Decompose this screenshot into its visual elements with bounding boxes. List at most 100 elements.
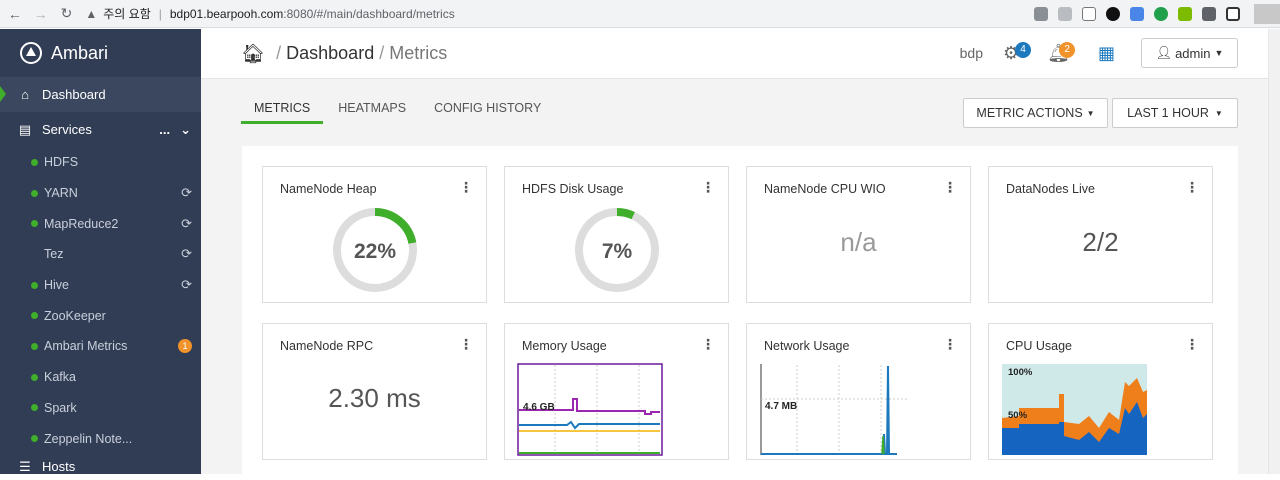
- widget-cpu-usage[interactable]: CPU Usage ⋮ 100% 50%: [988, 323, 1213, 460]
- widget-title: NameNode CPU WIO: [764, 182, 886, 196]
- gauge-value: 22%: [354, 240, 396, 263]
- widget-title: NameNode RPC: [280, 339, 374, 353]
- reload-icon[interactable]: ↻: [60, 5, 73, 21]
- series-line: [881, 435, 885, 455]
- service-name: YARN: [44, 186, 78, 201]
- tab-config-history[interactable]: CONFIG HISTORY: [434, 101, 542, 115]
- status-dot-icon: [31, 404, 38, 412]
- widget-title: DataNodes Live: [1006, 182, 1095, 196]
- time-range-button[interactable]: LAST 1 HOUR ▼: [1112, 98, 1238, 128]
- breadcrumb: 🏠︎ / Dashboard / Metrics: [241, 42, 447, 66]
- forward-arrow-icon[interactable]: →: [33, 5, 48, 22]
- widget-memory-usage[interactable]: Memory Usage ⋮ 4.6 GB: [504, 323, 729, 460]
- service-name: HDFS: [44, 155, 79, 170]
- sidepanel-icon[interactable]: [1225, 6, 1240, 21]
- kebab-menu-icon[interactable]: ⋮: [459, 336, 473, 352]
- hosts-icon: ☰: [19, 458, 31, 474]
- bookmark-star-icon[interactable]: [1081, 6, 1096, 21]
- header-actions: bdp ⚙ 4 🔔︎ 2 ▦ 👤︎ admin ▼: [960, 38, 1238, 68]
- chevron-down-icon[interactable]: ⌄: [180, 121, 191, 137]
- translate-icon[interactable]: [1033, 6, 1048, 21]
- sidebar-item-service[interactable]: ZooKeeper: [0, 300, 201, 331]
- metric-actions-label: METRIC ACTIONS: [976, 106, 1083, 120]
- services-more-button[interactable]: ...: [159, 122, 171, 137]
- kebab-menu-icon[interactable]: ⋮: [943, 179, 957, 195]
- back-arrow-icon[interactable]: ←: [7, 5, 22, 22]
- background-ops-button[interactable]: ⚙ 4: [1003, 41, 1031, 64]
- url-path: :8080/#/main/dashboard/metrics: [283, 6, 455, 21]
- sidebar-item-service[interactable]: Kafka: [0, 362, 201, 393]
- sidebar-item-service[interactable]: HDFS: [0, 147, 201, 178]
- alerts-button[interactable]: 🔔︎ 2: [1047, 41, 1076, 64]
- browser-toolbar: ← → ↻ ▲ 주의 요함 | bdp01.bearpooh.com:8080/…: [0, 0, 1280, 28]
- service-name: Zeppelin Note...: [44, 431, 133, 446]
- address-divider: |: [158, 6, 162, 21]
- widget-datanodes-live[interactable]: DataNodes Live ⋮ 2/2: [988, 166, 1213, 303]
- share-icon[interactable]: [1057, 6, 1072, 21]
- status-dot-icon: [31, 220, 38, 228]
- kebab-menu-icon[interactable]: ⋮: [459, 179, 473, 195]
- sidebar-item-service[interactable]: Ambari Metrics 1: [0, 331, 201, 362]
- sidebar-item-services[interactable]: ▤ Services ... ⌄: [0, 112, 201, 147]
- views-grid-icon[interactable]: ▦: [1097, 42, 1115, 63]
- page-scrollbar[interactable]: [1268, 29, 1280, 474]
- chart-label: 4.7 MB: [765, 401, 797, 412]
- user-name: admin: [1175, 45, 1211, 61]
- caret-down-icon: ▼: [1214, 48, 1224, 58]
- ops-count-badge: 4: [1014, 41, 1031, 58]
- user-menu-button[interactable]: 👤︎ admin ▼: [1141, 38, 1238, 68]
- security-warning-label[interactable]: 주의 요함: [103, 7, 151, 21]
- widget-namenode-heap[interactable]: NameNode Heap ⋮ 22%: [262, 166, 487, 303]
- brand[interactable]: Ambari: [0, 29, 201, 77]
- status-dot-icon: [31, 158, 38, 166]
- kebab-menu-icon[interactable]: ⋮: [701, 336, 715, 352]
- chart-label: 50%: [1008, 410, 1028, 421]
- extension-icon[interactable]: [1177, 6, 1192, 21]
- sidebar-item-service[interactable]: Hive ⟳: [0, 270, 201, 301]
- breadcrumb-dashboard-link[interactable]: Dashboard: [286, 43, 375, 63]
- widget-hdfs-disk-usage[interactable]: HDFS Disk Usage ⋮ 7%: [504, 166, 729, 303]
- service-name: ZooKeeper: [44, 308, 106, 323]
- widget-namenode-cpu-wio[interactable]: NameNode CPU WIO ⋮ n/a: [746, 166, 971, 303]
- address-bar[interactable]: ▲ 주의 요함 | bdp01.bearpooh.com:8080/#/main…: [85, 2, 1034, 26]
- caret-down-icon: ▼: [1214, 108, 1223, 118]
- sidebar-item-service[interactable]: Spark: [0, 393, 201, 424]
- extension-icon[interactable]: [1153, 6, 1168, 21]
- sidebar-item-service[interactable]: Tez ⟳: [0, 239, 201, 270]
- widget-title: Memory Usage: [522, 339, 607, 353]
- puzzle-icon[interactable]: [1201, 6, 1216, 21]
- service-name: Ambari Metrics: [44, 339, 128, 354]
- cpu-chart: 100% 50%: [1002, 364, 1147, 455]
- sidebar-item-service[interactable]: MapReduce2 ⟳: [0, 208, 201, 239]
- briefcase-icon: ▤: [18, 121, 32, 137]
- restart-required-icon[interactable]: ⟳: [181, 185, 192, 201]
- sidebar-item-service[interactable]: Zeppelin Note...: [0, 423, 201, 454]
- warning-icon[interactable]: ▲: [85, 6, 98, 21]
- restart-required-icon[interactable]: ⟳: [181, 246, 192, 262]
- status-dot-icon: [31, 373, 38, 381]
- widget-title: CPU Usage: [1006, 339, 1072, 353]
- widget-network-usage[interactable]: Network Usage ⋮ 4.7 MB: [746, 323, 971, 460]
- home-icon[interactable]: 🏠︎: [241, 43, 266, 65]
- service-name: Hive: [44, 278, 70, 293]
- widget-title: NameNode Heap: [280, 182, 377, 196]
- extension-icon[interactable]: [1129, 6, 1144, 21]
- kebab-menu-icon[interactable]: ⋮: [1185, 179, 1199, 195]
- tab-heatmaps[interactable]: HEATMAPS: [338, 101, 407, 115]
- user-icon: 👤︎: [1155, 45, 1173, 60]
- widget-namenode-rpc[interactable]: NameNode RPC ⋮ 2.30 ms: [262, 323, 487, 460]
- metric-actions-button[interactable]: METRIC ACTIONS ▼: [963, 98, 1108, 128]
- sidebar-item-hosts[interactable]: ☰ Hosts: [0, 454, 201, 480]
- profile-avatar[interactable]: [1253, 3, 1280, 24]
- service-name: MapReduce2: [44, 216, 119, 231]
- kebab-menu-icon[interactable]: ⋮: [943, 336, 957, 352]
- restart-required-icon[interactable]: ⟳: [181, 277, 192, 293]
- kebab-menu-icon[interactable]: ⋮: [701, 179, 715, 195]
- sidebar-item-dashboard[interactable]: ⌂ Dashboard: [0, 77, 201, 112]
- extension-icon[interactable]: [1105, 6, 1120, 21]
- tab-metrics[interactable]: METRICS: [241, 101, 324, 124]
- sidebar-item-service[interactable]: YARN ⟳: [0, 178, 201, 209]
- kebab-menu-icon[interactable]: ⋮: [1185, 336, 1199, 352]
- alerts-count-badge: 2: [1059, 41, 1076, 58]
- restart-required-icon[interactable]: ⟳: [181, 215, 192, 231]
